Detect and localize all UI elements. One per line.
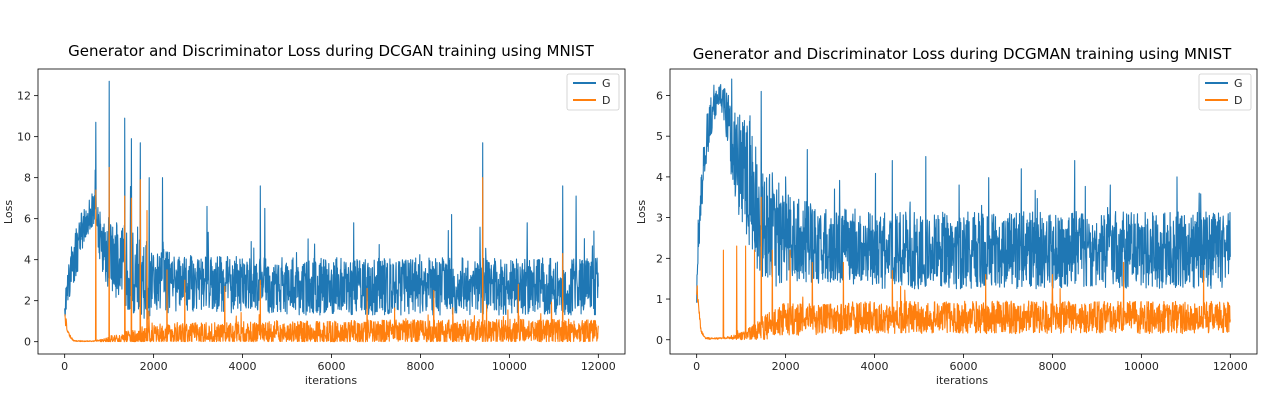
- x-tick-label: 12000: [581, 360, 616, 373]
- chart-right-legend-box: [1198, 73, 1252, 111]
- y-tick-label: 3: [656, 212, 663, 225]
- chart-right-legend-D-label: D: [1234, 94, 1242, 107]
- chart-left-ylabel: Loss: [2, 200, 15, 224]
- chart-right-y-ticks: 0 1 2 3 4 5 6: [656, 89, 670, 347]
- chart-right-title: Generator and Discriminator Loss during …: [693, 45, 1232, 63]
- y-tick-label: 0: [24, 336, 31, 349]
- x-tick-label: 4000: [229, 360, 257, 373]
- y-tick-label: 6: [24, 213, 31, 226]
- y-tick-label: 2: [24, 295, 31, 308]
- chart-left-legend-G-label: G: [602, 77, 611, 90]
- chart-left: Generator and Discriminator Loss during …: [2, 42, 626, 387]
- y-tick-label: 4: [656, 171, 663, 184]
- y-tick-label: 4: [24, 254, 31, 267]
- chart-left-x-ticks: 0 2000 4000 6000 8000 10000 12000: [61, 354, 616, 373]
- x-tick-label: 10000: [492, 360, 527, 373]
- x-tick-label: 2000: [140, 360, 168, 373]
- x-tick-label: 2000: [772, 360, 800, 373]
- chart-left-legend-box: [566, 73, 620, 111]
- chart-left-title: Generator and Discriminator Loss during …: [68, 42, 595, 60]
- y-tick-label: 6: [656, 89, 663, 102]
- series-G-line: [696, 78, 1231, 303]
- series-D-line: [64, 166, 599, 343]
- x-tick-label: 8000: [406, 360, 434, 373]
- y-tick-label: 5: [656, 130, 663, 143]
- x-tick-label: 6000: [318, 360, 346, 373]
- chart-left-legend: G D: [566, 73, 620, 111]
- chart-right-xlabel: iterations: [936, 374, 988, 387]
- chart-right-ylabel: Loss: [635, 200, 648, 224]
- x-tick-label: 0: [693, 360, 700, 373]
- x-tick-label: 8000: [1038, 360, 1066, 373]
- chart-left-y-ticks: 0 2 4 6 8 10 12: [17, 90, 38, 349]
- y-tick-label: 0: [656, 334, 663, 347]
- series-D-line: [696, 196, 1231, 341]
- chart-left-plot-frame: [37, 68, 626, 355]
- y-tick-label: 1: [656, 293, 663, 306]
- y-tick-label: 2: [656, 252, 663, 265]
- chart-right-x-ticks: 0 2000 4000 6000 8000 10000 12000: [693, 354, 1248, 373]
- chart-right-series: [696, 78, 1231, 341]
- chart-right-legend: G D: [1198, 73, 1252, 111]
- chart-right: Generator and Discriminator Loss during …: [635, 45, 1258, 387]
- x-tick-label: 10000: [1124, 360, 1159, 373]
- x-tick-label: 0: [61, 360, 68, 373]
- chart-right-legend-G-label: G: [1234, 77, 1243, 90]
- series-G-line: [64, 80, 599, 320]
- y-tick-label: 8: [24, 172, 31, 185]
- chart-left-xlabel: iterations: [305, 374, 357, 387]
- y-tick-label: 10: [17, 131, 31, 144]
- x-tick-label: 6000: [950, 360, 978, 373]
- y-tick-label: 12: [17, 90, 31, 103]
- x-tick-label: 12000: [1213, 360, 1248, 373]
- x-tick-label: 4000: [861, 360, 889, 373]
- chart-left-series: [64, 80, 599, 343]
- chart-left-legend-D-label: D: [602, 94, 610, 107]
